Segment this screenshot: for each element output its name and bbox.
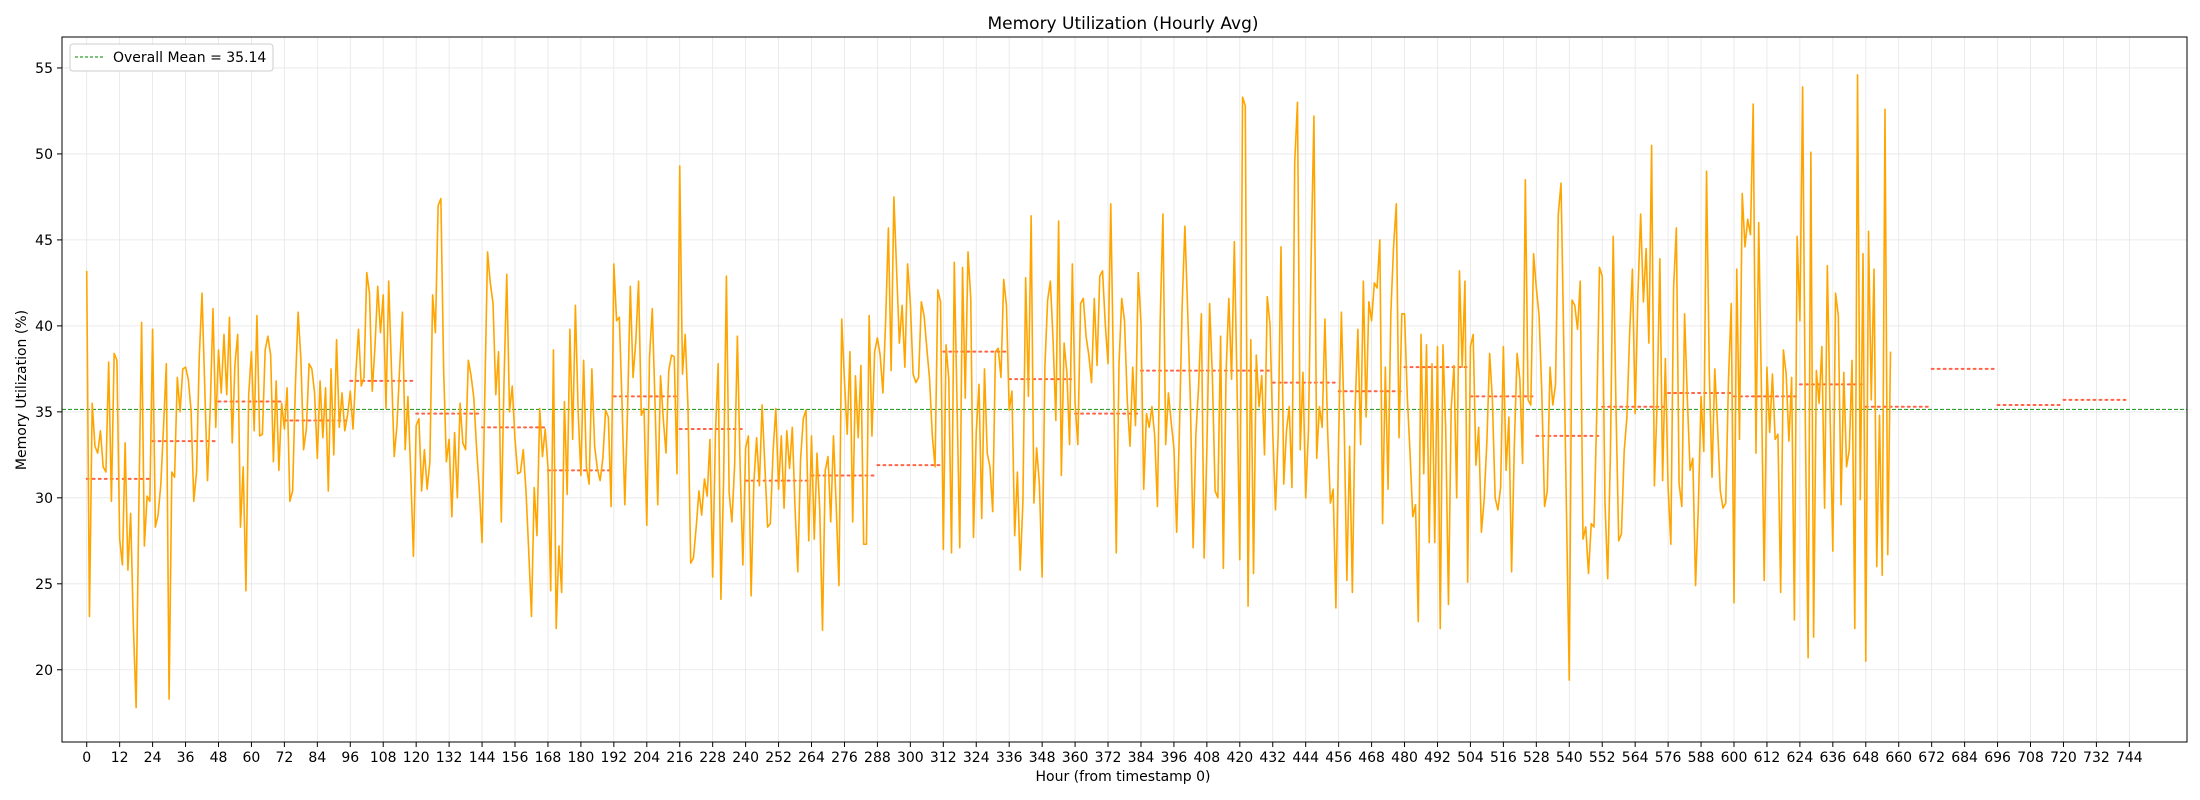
x-tick-label: 60	[243, 750, 261, 766]
x-tick-label: 672	[1918, 750, 1945, 766]
x-tick-label: 72	[275, 750, 293, 766]
x-tick-label: 480	[1391, 750, 1418, 766]
x-tick-label: 708	[2017, 750, 2044, 766]
x-tick-label: 372	[1095, 750, 1122, 766]
x-tick-label: 180	[568, 750, 595, 766]
x-tick-label: 396	[1161, 750, 1188, 766]
x-tick-label: 600	[1721, 750, 1748, 766]
x-tick-label: 324	[963, 750, 990, 766]
x-tick-label: 684	[1951, 750, 1978, 766]
x-tick-label: 612	[1754, 750, 1781, 766]
x-tick-label: 144	[469, 750, 496, 766]
y-tick-label: 30	[35, 491, 53, 507]
y-axis-label: Memory Utilization (%)	[14, 310, 30, 470]
x-tick-label: 444	[1292, 750, 1319, 766]
x-axis-label: Hour (from timestamp 0)	[1036, 769, 1211, 785]
y-tick-label: 40	[35, 319, 53, 335]
legend: Overall Mean = 35.14	[69, 43, 274, 72]
x-tick-label: 336	[996, 750, 1023, 766]
x-tick-label: 408	[1193, 750, 1220, 766]
x-tick-label: 312	[930, 750, 957, 766]
x-tick-label: 576	[1655, 750, 1682, 766]
axes-frame	[61, 36, 2188, 743]
x-tick-label: 660	[1885, 750, 1912, 766]
x-tick-label: 552	[1589, 750, 1616, 766]
legend-entry-overall-mean: Overall Mean = 35.14	[113, 50, 266, 66]
x-tick-label: 504	[1457, 750, 1484, 766]
x-tick-label: 240	[732, 750, 759, 766]
x-tick-label: 384	[1128, 750, 1155, 766]
x-tick-label: 492	[1424, 750, 1451, 766]
chart-title: Memory Utilization (Hourly Avg)	[987, 14, 1258, 34]
y-tick-label: 45	[35, 233, 53, 249]
y-tick-label: 20	[35, 663, 53, 679]
x-tick-label: 288	[864, 750, 891, 766]
x-tick-label: 24	[144, 750, 162, 766]
x-tick-label: 648	[1852, 750, 1879, 766]
x-tick-label: 564	[1622, 750, 1649, 766]
legend-box	[69, 43, 274, 72]
y-tick-label: 35	[35, 405, 53, 421]
x-tick-label: 432	[1259, 750, 1286, 766]
y-tick-label: 25	[35, 577, 53, 593]
x-tick-label: 732	[2083, 750, 2110, 766]
x-tick-label: 96	[341, 750, 359, 766]
grid-lines	[62, 37, 2187, 742]
x-tick-label: 696	[1984, 750, 2011, 766]
x-tick-label: 0	[82, 750, 91, 766]
x-tick-label: 348	[1029, 750, 1056, 766]
x-tick-label: 108	[370, 750, 397, 766]
x-tick-label: 300	[897, 750, 924, 766]
x-tick-label: 264	[798, 750, 825, 766]
x-tick-label: 744	[2116, 750, 2143, 766]
x-tick-label: 636	[1819, 750, 1846, 766]
x-tick-label: 204	[633, 750, 660, 766]
x-tick-label: 228	[699, 750, 726, 766]
series-group	[85, 74, 1892, 709]
x-tick-label: 624	[1787, 750, 1814, 766]
x-tick-label: 216	[666, 750, 693, 766]
x-tick-label: 120	[403, 750, 430, 766]
x-tick-label: 360	[1062, 750, 1089, 766]
x-tick-label: 456	[1325, 750, 1352, 766]
y-axis-ticks: 20 25 30 35 40 45 50 55	[35, 61, 62, 679]
y-tick-label: 55	[35, 61, 53, 77]
x-tick-label: 276	[831, 750, 858, 766]
x-tick-label: 720	[2050, 750, 2077, 766]
x-tick-label: 528	[1523, 750, 1550, 766]
x-tick-label: 168	[535, 750, 562, 766]
x-tick-label: 192	[600, 750, 627, 766]
x-tick-label: 516	[1490, 750, 1517, 766]
x-axis-ticks: 0 12 24 36 48 60 72 84 96 108 120 132 144 156 168 180 19…	[82, 742, 2143, 766]
x-tick-label: 468	[1358, 750, 1385, 766]
x-tick-label: 84	[308, 750, 326, 766]
x-tick-label: 540	[1556, 750, 1583, 766]
x-tick-label: 48	[210, 750, 228, 766]
x-tick-label: 132	[436, 750, 463, 766]
x-tick-label: 36	[177, 750, 195, 766]
series-line	[85, 74, 1892, 709]
x-tick-label: 588	[1688, 750, 1715, 766]
x-tick-label: 12	[111, 750, 129, 766]
daily-mean-lines	[85, 350, 2131, 482]
y-tick-label: 50	[35, 147, 53, 163]
x-tick-label: 156	[502, 750, 529, 766]
x-tick-label: 420	[1226, 750, 1253, 766]
x-tick-label: 252	[765, 750, 792, 766]
